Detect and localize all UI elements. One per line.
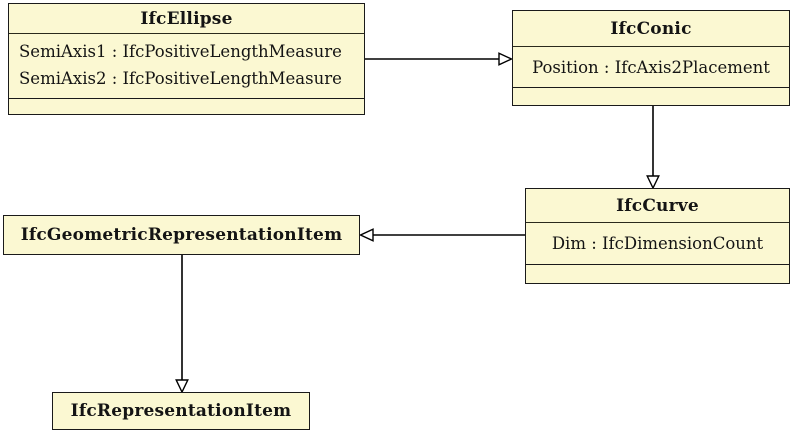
class-box-ifccurve: IfcCurve Dim : IfcDimensionCount — [525, 188, 790, 284]
class-title: IfcGeometricRepresentationItem — [20, 225, 343, 245]
generalization-arrow-ellipse-to-conic — [365, 52, 514, 66]
attributes-compartment: Dim : IfcDimensionCount — [526, 223, 789, 264]
class-box-ifcgeometricrepresentationitem: IfcGeometricRepresentationItem — [3, 215, 360, 255]
class-title: IfcCurve — [526, 189, 789, 223]
operations-compartment-empty — [9, 98, 364, 114]
operations-compartment-empty — [526, 264, 789, 283]
generalization-arrow-geometricrepresentationitem-to-representationitem — [175, 255, 189, 394]
class-title: IfcEllipse — [9, 4, 364, 34]
generalization-arrow-curve-to-geometricrepresentationitem — [358, 228, 525, 242]
generalization-arrow-conic-to-curve — [646, 106, 660, 190]
class-attribute: SemiAxis1 : IfcPositiveLengthMeasure — [19, 42, 342, 61]
class-title: IfcConic — [513, 11, 789, 47]
class-box-ifcellipse: IfcEllipse SemiAxis1 : IfcPositiveLength… — [8, 3, 365, 115]
class-attribute: Dim : IfcDimensionCount — [551, 234, 764, 253]
operations-compartment-empty — [513, 87, 789, 105]
class-attribute: Position : IfcAxis2Placement — [532, 57, 770, 77]
class-box-ifcrepresentationitem: IfcRepresentationItem — [52, 392, 310, 430]
class-box-ifcconic: IfcConic Position : IfcAxis2Placement — [512, 10, 790, 106]
class-title: IfcRepresentationItem — [70, 401, 292, 421]
attributes-compartment: Position : IfcAxis2Placement — [513, 47, 789, 87]
attributes-compartment: SemiAxis1 : IfcPositiveLengthMeasure Sem… — [9, 34, 364, 98]
class-attribute: SemiAxis2 : IfcPositiveLengthMeasure — [19, 69, 342, 88]
